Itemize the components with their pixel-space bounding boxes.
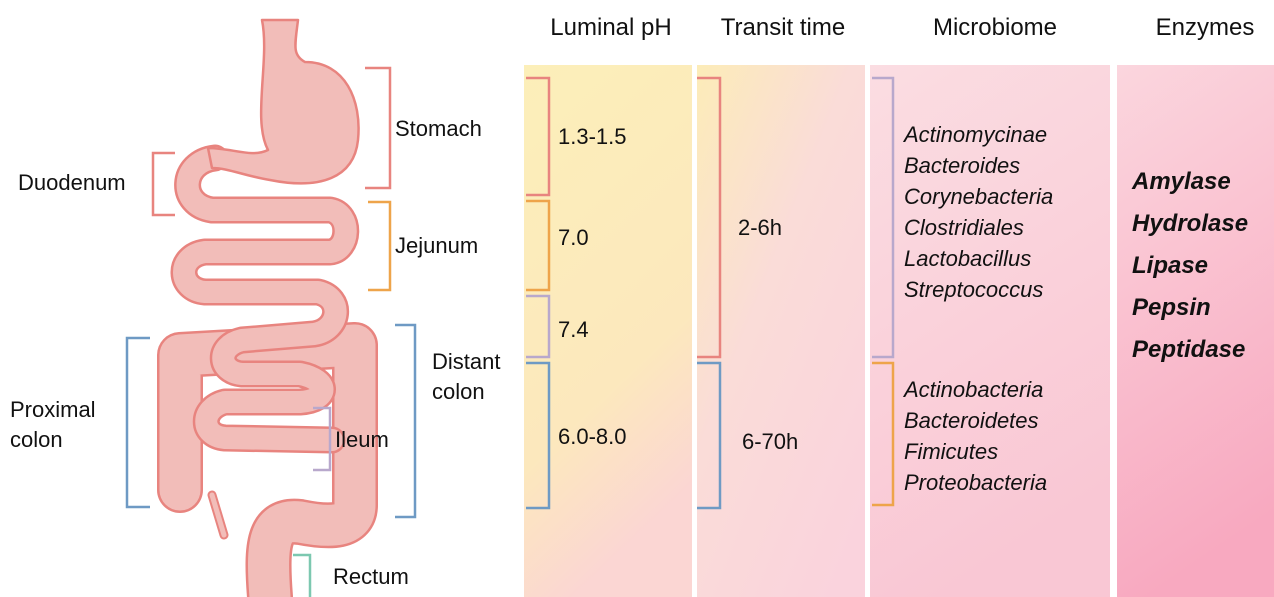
transit-panel: [697, 65, 865, 597]
transit-value: 6-70h: [742, 427, 798, 457]
microbe: Proteobacteria: [904, 468, 1047, 498]
region-label: Proximal colon: [10, 395, 100, 455]
microbe: Corynebacteria: [904, 182, 1053, 212]
diagram: [0, 0, 1274, 597]
ph-value: 6.0-8.0: [558, 422, 627, 452]
region-label: Stomach: [395, 114, 482, 144]
microbe: Lactobacillus: [904, 244, 1031, 274]
ph-value: 1.3-1.5: [558, 122, 627, 152]
gi-tract: [180, 20, 359, 597]
enzymes-panel: [1117, 65, 1274, 597]
region-label: Jejunum: [395, 231, 478, 261]
microbe: Clostridiales: [904, 213, 1024, 243]
column-header: Enzymes: [1117, 14, 1274, 42]
transit-value: 2-6h: [738, 213, 782, 243]
enzyme: Amylase: [1132, 167, 1231, 197]
microbe: Streptococcus: [904, 275, 1043, 305]
region-label: Ileum: [335, 425, 389, 455]
microbe: Actinomycinae: [904, 120, 1047, 150]
microbe: Bacteroidetes: [904, 406, 1039, 436]
column-header: Transit time: [697, 14, 869, 42]
microbe: Fimicutes: [904, 437, 998, 467]
microbe: Bacteroides: [904, 151, 1020, 181]
column-header: Microbiome: [875, 14, 1115, 42]
region-label: Distant colon: [432, 347, 522, 407]
enzyme: Pepsin: [1132, 293, 1211, 323]
microbe: Actinobacteria: [904, 375, 1043, 405]
region-label: Rectum: [333, 562, 409, 592]
enzyme: Hydrolase: [1132, 209, 1248, 239]
column-header: Luminal pH: [524, 14, 698, 42]
region-label: Duodenum: [18, 168, 126, 198]
enzyme: Peptidase: [1132, 335, 1245, 365]
ph-value: 7.4: [558, 315, 589, 345]
page: {"regions": [{"label": "Stomach"}, {"lab…: [0, 0, 1274, 597]
ph-value: 7.0: [558, 223, 589, 253]
enzyme: Lipase: [1132, 251, 1208, 281]
